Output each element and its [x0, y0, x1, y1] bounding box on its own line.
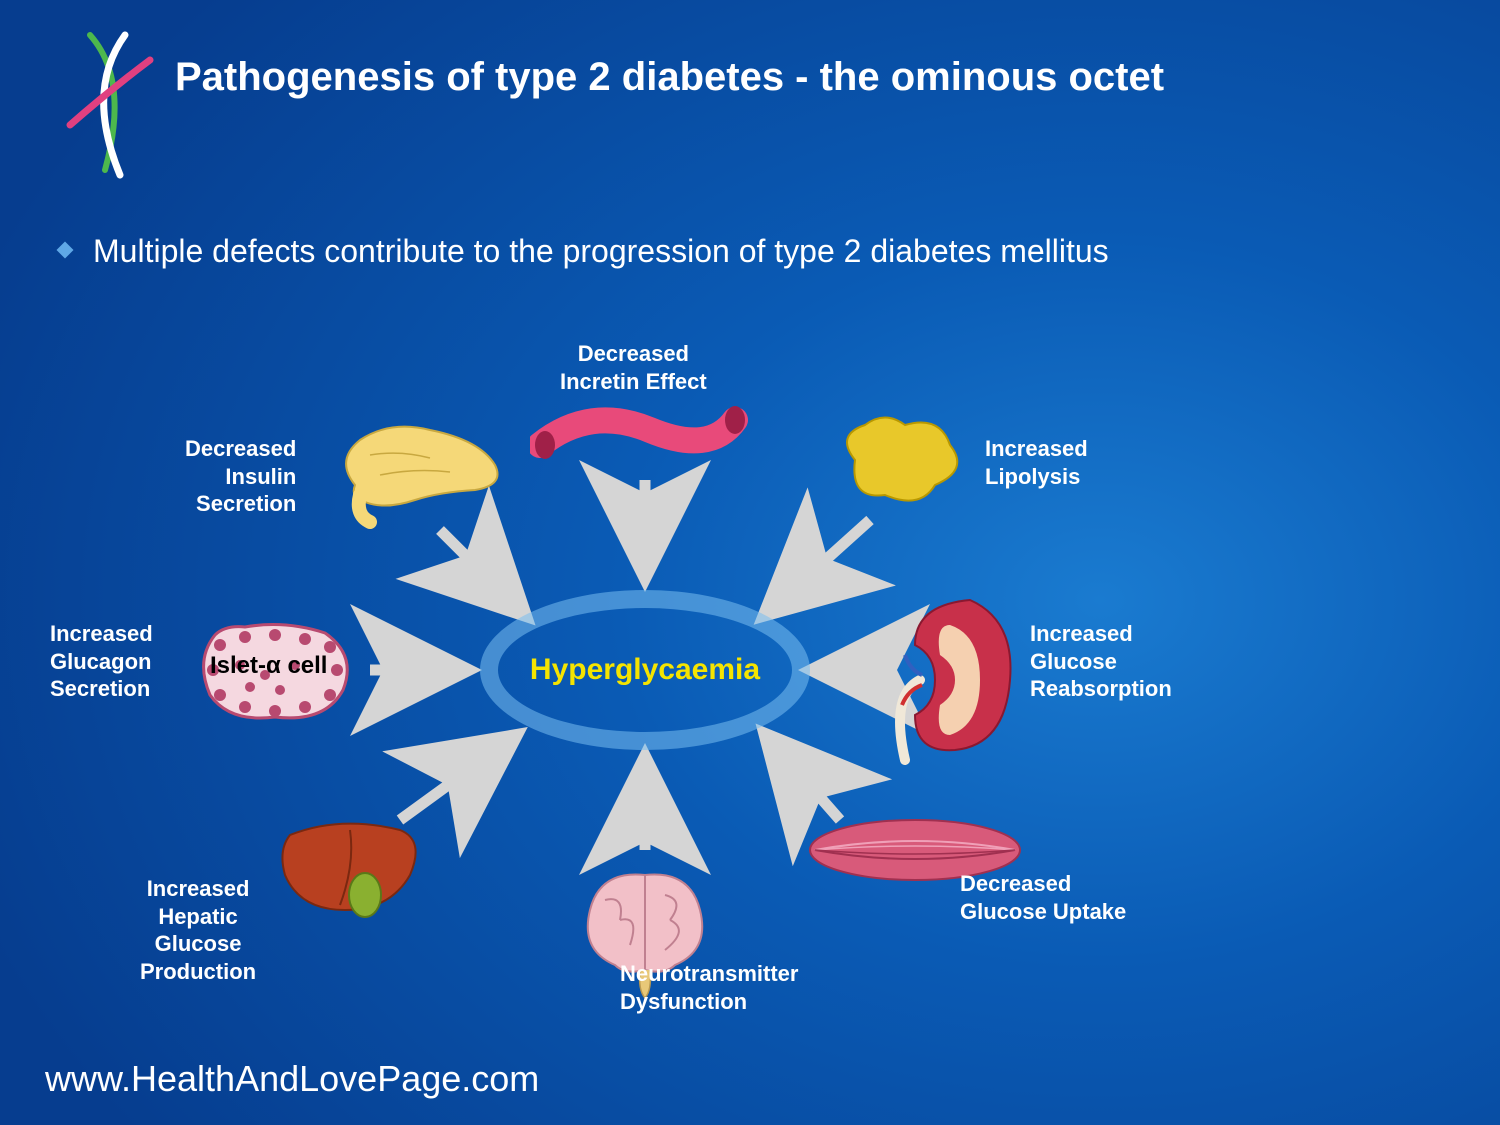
logo: [50, 30, 170, 190]
islet-text: Islet-α cell: [210, 652, 327, 680]
label-incretin: Decreased Incretin Effect: [560, 340, 707, 395]
arrow-insulin: [440, 530, 520, 610]
bullet-item: Multiple defects contribute to the progr…: [55, 230, 1405, 273]
label-insulin: Decreased Insulin Secretion: [185, 435, 296, 518]
bullet-text: Multiple defects contribute to the progr…: [93, 230, 1109, 273]
pancreas-icon: [330, 410, 510, 530]
liver-icon: [270, 810, 430, 930]
label-hepatic: Increased Hepatic Glucose Production: [140, 875, 256, 985]
fat-icon: [830, 405, 970, 515]
label-glucose-uptake: Decreased Glucose Uptake: [960, 870, 1126, 925]
label-glucose-reabs: Increased Glucose Reabsorption: [1030, 620, 1172, 703]
arrow-hepatic: [400, 740, 510, 820]
arrow-lipolysis: [770, 520, 870, 610]
watermark-url: www.HealthAndLovePage.com: [45, 1058, 539, 1100]
kidney-icon: [880, 585, 1020, 765]
center-label: Hyperglycaemia: [530, 653, 760, 687]
vessel-icon: [530, 395, 750, 475]
arrow-glucose-uptake: [770, 740, 840, 820]
bullet-diamond-icon: [55, 240, 75, 260]
label-neuro: Neurotransmitter Dysfunction: [620, 960, 798, 1015]
octet-diagram: Hyperglycaemia: [0, 320, 1500, 1060]
label-glucagon: Increased Glucagon Secretion: [50, 620, 153, 703]
center-hyperglycaemia: Hyperglycaemia: [480, 590, 810, 750]
label-lipolysis: Increased Lipolysis: [985, 435, 1088, 490]
page-title: Pathogenesis of type 2 diabetes - the om…: [175, 55, 1425, 100]
